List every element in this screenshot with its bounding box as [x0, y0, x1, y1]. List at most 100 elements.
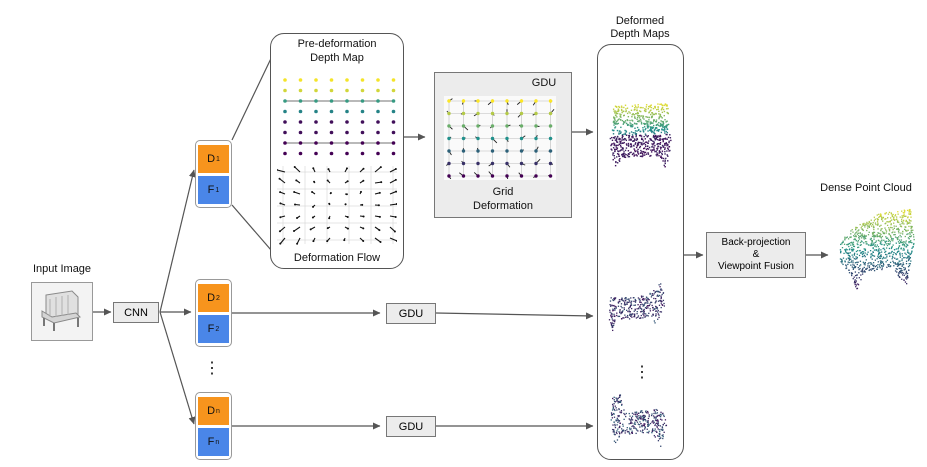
dense-point-cloud	[839, 208, 915, 290]
depth-dot	[283, 109, 287, 114]
depth-tile-1-label: D	[207, 153, 216, 165]
back-projection-line2: &	[752, 249, 760, 260]
depth-dot	[345, 120, 349, 124]
ellipsis-branches: ⋮	[204, 360, 220, 377]
depth-dot	[298, 141, 303, 145]
pre-deformation-dot-grid	[283, 78, 396, 156]
depth-dot	[298, 88, 303, 93]
zoom-line-top	[231, 47, 277, 141]
depth-dot	[298, 120, 303, 124]
depth-dot	[345, 99, 349, 103]
depth-dot	[329, 78, 334, 82]
depth-dot	[314, 109, 318, 114]
depth-dot	[329, 88, 334, 93]
depth-dot	[283, 130, 287, 135]
depth-dot	[298, 109, 303, 114]
depth-dot	[391, 78, 396, 82]
pre-deformation-title-line1: Pre-deformation	[297, 38, 377, 50]
flow-tile-1-sub: 1	[215, 186, 220, 194]
cnn-block: CNN	[113, 302, 159, 323]
flow-tile-2-label: F	[207, 323, 215, 335]
depth-dot	[345, 78, 349, 82]
depth-dot	[283, 151, 287, 156]
gdu-block-2: GDU	[386, 303, 436, 324]
depth-dot	[298, 78, 303, 82]
depth-dot	[329, 109, 334, 114]
deformation-flow-label: Deformation Flow	[293, 252, 381, 264]
back-projection-block: Back-projection & Viewpoint Fusion	[706, 232, 806, 278]
depth-tile-n-sub: n	[216, 407, 220, 415]
depth-dot	[345, 141, 349, 145]
depth-dot	[360, 88, 365, 93]
depth-dot	[376, 88, 380, 93]
depth-dot	[314, 151, 318, 156]
pre-deformation-panel	[270, 33, 404, 269]
arrow-cnn-to-branch-n	[159, 311, 196, 425]
depth-dot	[283, 141, 287, 145]
deformed-depth-maps-title-line1: Deformed	[615, 15, 665, 27]
depth-dot	[376, 151, 380, 156]
depth-dot	[283, 88, 287, 93]
grid-deformation-line2: Deformation	[473, 200, 533, 212]
depth-dot	[391, 151, 396, 156]
depth-dot	[360, 141, 365, 145]
depth-tile-n-label: D	[207, 405, 216, 417]
depth-dot	[391, 109, 396, 114]
depth-dot	[376, 120, 380, 124]
depth-tile-1-sub: 1	[216, 155, 220, 163]
depth-dot	[314, 120, 318, 124]
depth-dot	[298, 99, 303, 103]
depth-dot	[345, 109, 349, 114]
depth-dot	[360, 78, 365, 82]
depth-dot	[391, 130, 396, 135]
deformed-depth-map-2	[608, 283, 666, 332]
depth-dot	[345, 88, 349, 93]
depth-dot	[283, 120, 287, 124]
back-projection-line3: Viewpoint Fusion	[718, 261, 794, 272]
depth-dot	[391, 120, 396, 124]
ellipsis-deformed: ⋮	[634, 364, 650, 381]
depth-dot	[329, 141, 334, 145]
depth-dot	[376, 78, 380, 82]
grid-deformation-line1: Grid	[492, 186, 514, 198]
flow-tile-2-sub: 2	[215, 325, 220, 333]
depth-dot	[329, 120, 334, 124]
depth-dot	[376, 141, 380, 145]
depth-dot	[345, 151, 349, 156]
dense-point-cloud-label: Dense Point Cloud	[820, 182, 912, 194]
depth-tile-2-sub: 2	[216, 294, 220, 302]
depth-dot	[376, 109, 380, 114]
arrow-cnn-to-branch-1	[159, 169, 196, 313]
input-image	[31, 282, 93, 341]
chair-thumbnail-icon	[41, 290, 81, 331]
depth-dot	[314, 130, 318, 135]
depth-dot	[283, 78, 287, 82]
depth-tile-2-label: D	[207, 292, 216, 304]
deformed-depth-maps-panel	[597, 44, 684, 460]
depth-dot	[329, 130, 334, 135]
deformed-depth-map-1	[609, 103, 672, 168]
depth-dot	[283, 99, 287, 103]
depth-dot	[360, 120, 365, 124]
deformed-depth-maps-title-line2: Depth Maps	[610, 28, 670, 40]
pre-deformation-title-line2: Depth Map	[310, 52, 364, 64]
depth-dot	[329, 151, 334, 156]
depth-dot	[360, 151, 365, 156]
depth-dot	[314, 78, 318, 82]
depth-dot	[391, 88, 396, 93]
depth-dot	[376, 99, 380, 103]
depth-dot	[360, 130, 365, 135]
depth-dot	[298, 130, 303, 135]
gdu-block-n: GDU	[386, 416, 436, 437]
depth-dot	[298, 151, 303, 156]
